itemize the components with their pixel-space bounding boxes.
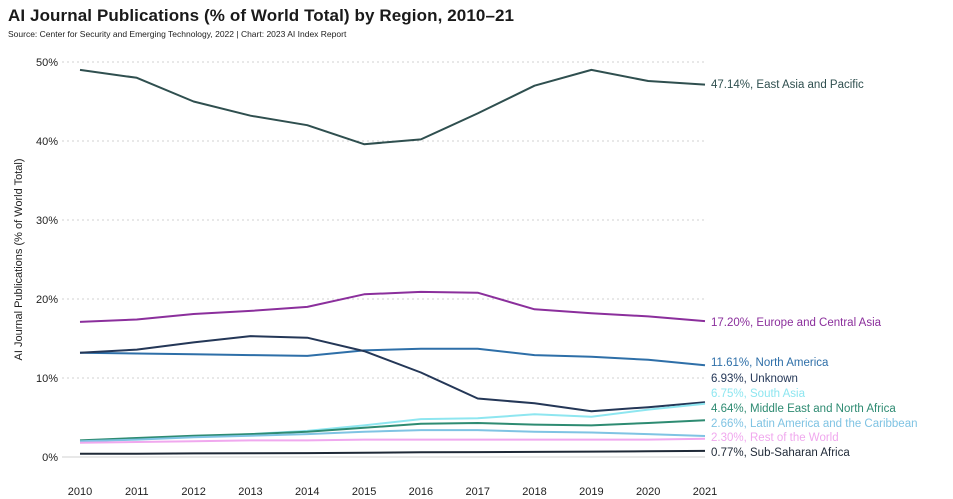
chart-title: AI Journal Publications (% of World Tota… [8,6,515,25]
x-tick-label: 2016 [409,486,433,498]
x-tick-label: 2010 [68,486,92,498]
x-tick-label: 2015 [352,486,376,498]
y-tick-label: 30% [36,215,58,227]
series-end-label: 17.20%, Europe and Central Asia [711,317,882,329]
series-end-label: 2.66%, Latin America and the Caribbean [711,418,918,430]
series-end-label: 4.64%, Middle East and North Africa [711,403,896,415]
series-end-label: 0.77%, Sub-Saharan Africa [711,447,850,459]
series-end-label: 11.61%, North America [711,357,829,369]
series-line [79,347,706,367]
series-line [79,419,706,442]
series-end-label: 6.93%, Unknown [711,373,798,385]
series-end-label: 47.14%, East Asia and Pacific [711,79,864,91]
series-end-label: 6.75%, South Asia [711,388,806,400]
series-line [79,437,706,444]
x-tick-label: 2021 [693,486,717,498]
series-line [79,290,706,323]
x-tick-label: 2019 [579,486,603,498]
y-tick-label: 50% [36,57,58,69]
y-axis-label: AI Journal Publications (% of World Tota… [13,159,25,361]
y-tick-label: 40% [36,136,58,148]
series-line [79,429,706,443]
series-line [79,68,706,146]
x-tick-label: 2020 [636,486,660,498]
x-tick-label: 2018 [522,486,546,498]
x-tick-label: 2013 [238,486,262,498]
series-line [79,335,706,413]
chart-subtitle: Source: Center for Security and Emerging… [8,29,347,39]
y-tick-label: 10% [36,373,58,385]
x-tick-label: 2014 [295,486,319,498]
y-tick-label: 0% [42,452,58,464]
series-line [79,449,706,455]
x-tick-label: 2017 [465,486,489,498]
x-tick-label: 2012 [181,486,205,498]
series-end-label: 2.30%, Rest of the World [711,432,839,444]
x-tick-label: 2011 [125,486,149,498]
y-tick-label: 20% [36,294,58,306]
